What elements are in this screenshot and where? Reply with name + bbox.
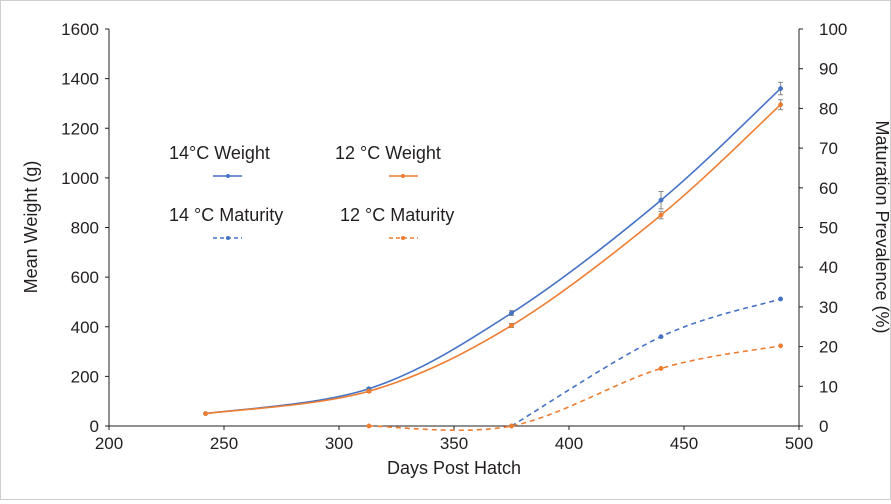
data-point <box>778 102 784 108</box>
data-point <box>778 86 784 92</box>
y-tick-label: 1200 <box>61 119 99 138</box>
legend-marker <box>401 174 405 178</box>
y2-tick-label: 30 <box>819 298 838 317</box>
y-tick-labels: 0 200 400 600 800 1000 1200 1400 1600 <box>61 20 109 436</box>
data-point <box>658 365 664 371</box>
series-3 <box>366 343 784 432</box>
x-tick-labels: 200 250 300 350 400 450 500 <box>95 426 813 453</box>
data-point <box>658 197 664 203</box>
legend-label: 14 °C Maturity <box>169 205 283 225</box>
y-tick-label: 1400 <box>61 70 99 89</box>
legend-entry: 14°C Weight <box>169 143 270 178</box>
y2-tick-labels: 0 10 20 30 40 50 60 70 80 90 100 <box>799 20 847 436</box>
legend-marker <box>401 236 405 240</box>
y2-tick-label: 20 <box>819 338 838 357</box>
series-1 <box>203 99 784 417</box>
data-point <box>509 423 514 429</box>
series-line <box>511 298 781 427</box>
y2-tick-label: 60 <box>819 179 838 198</box>
y2-tick-label: 0 <box>819 417 828 436</box>
y2-tick-label: 70 <box>819 139 838 158</box>
y-tick-label: 200 <box>71 367 99 386</box>
series-layer <box>203 81 784 432</box>
y-tick-label: 400 <box>71 318 99 337</box>
y-tick-label: 1000 <box>61 169 99 188</box>
y-tick-label: 0 <box>90 417 99 436</box>
y-axis-title: Mean Weight (g) <box>21 161 41 294</box>
legend-label: 12 °C Weight <box>335 143 441 163</box>
y2-tick-label: 80 <box>819 99 838 118</box>
series-2 <box>509 296 784 429</box>
y2-tick-label: 90 <box>819 60 838 79</box>
y2-tick-label: 40 <box>819 258 838 277</box>
data-point <box>778 343 784 349</box>
y2-tick-label: 50 <box>819 219 838 238</box>
series-line <box>205 87 782 415</box>
y-tick-label: 1600 <box>61 20 99 39</box>
y-tick-label: 600 <box>71 268 99 287</box>
legend-entry: 12 °C Weight <box>335 143 441 178</box>
data-point <box>203 411 209 417</box>
axes <box>108 29 800 427</box>
legend-marker <box>226 236 230 240</box>
y2-tick-label: 100 <box>819 20 847 39</box>
legend-label: 12 °C Maturity <box>340 205 454 225</box>
y-tick-label: 800 <box>71 219 99 238</box>
data-point <box>509 310 514 316</box>
data-point <box>366 388 372 394</box>
x-axis-title: Days Post Hatch <box>387 458 521 478</box>
y2-tick-label: 10 <box>819 377 838 396</box>
x-tick-label: 500 <box>785 434 813 453</box>
series-line <box>368 345 781 432</box>
data-point <box>658 212 664 218</box>
series-0 <box>203 81 784 417</box>
x-tick-label: 350 <box>440 434 468 453</box>
y2-axis-title: Maturation Prevalence (%) <box>872 120 890 333</box>
data-point <box>778 296 784 302</box>
data-point <box>658 334 664 340</box>
data-point <box>509 323 514 328</box>
legend-entry: 12 °C Maturity <box>340 205 454 240</box>
x-tick-label: 200 <box>95 434 123 453</box>
x-tick-label: 250 <box>210 434 238 453</box>
x-tick-label: 450 <box>670 434 698 453</box>
legend: 14°C Weight 12 °C Weight 14 °C Maturity … <box>169 143 454 240</box>
series-line <box>205 104 782 415</box>
x-tick-label: 300 <box>325 434 353 453</box>
legend-entry: 14 °C Maturity <box>169 205 283 240</box>
legend-label: 14°C Weight <box>169 143 270 163</box>
legend-marker <box>226 174 230 178</box>
data-point <box>366 423 372 429</box>
x-tick-label: 400 <box>555 434 583 453</box>
